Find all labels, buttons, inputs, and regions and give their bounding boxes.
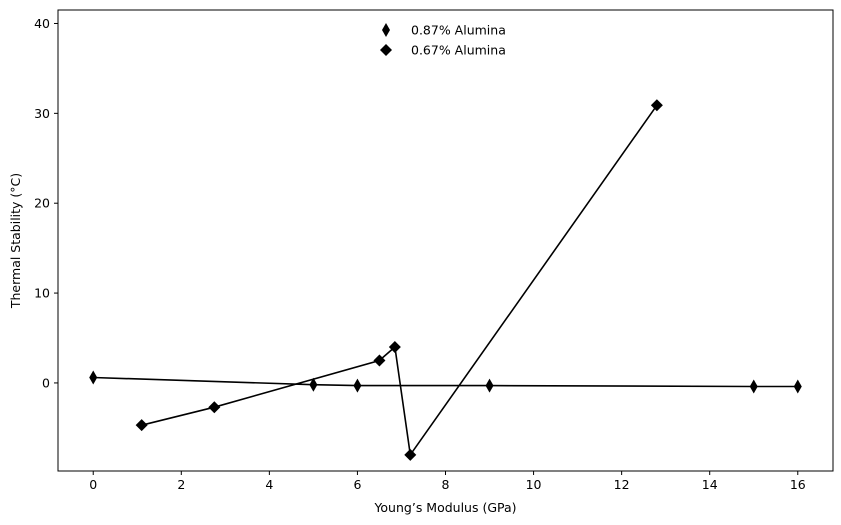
data-point	[89, 370, 98, 385]
data-point	[485, 378, 494, 393]
legend-marker	[380, 44, 392, 56]
plot-area	[57, 9, 834, 472]
x-tick-label: 8	[442, 477, 450, 492]
y-tick-label: 0	[42, 375, 50, 390]
series-line	[141, 104, 658, 457]
series-1	[89, 370, 802, 394]
legend-label: 0.87% Alumina	[411, 23, 506, 38]
legend-marker	[382, 23, 390, 37]
y-tick-label: 30	[34, 106, 50, 121]
x-tick-label: 0	[89, 477, 97, 492]
y-tick-label: 40	[34, 16, 50, 31]
y-axis-title: Thermal Stability (°C)	[8, 173, 23, 309]
x-tick-label: 4	[265, 477, 273, 492]
data-point	[373, 354, 386, 367]
series-2	[135, 99, 663, 461]
x-tick-label: 6	[353, 477, 361, 492]
x-tick-label: 2	[177, 477, 185, 492]
y-tick-label: 10	[34, 286, 50, 301]
data-point	[749, 379, 758, 394]
y-axis: 0 10 20 30 40	[34, 16, 58, 390]
x-tick-label: 14	[702, 477, 718, 492]
data-point	[309, 377, 318, 392]
data-point	[650, 99, 663, 112]
x-axis: 0 2 4 6 8 10 12 14 16	[89, 471, 806, 492]
series-line	[93, 376, 798, 388]
data-point	[793, 379, 802, 394]
y-tick-label: 20	[34, 196, 50, 211]
data-point	[404, 448, 417, 461]
data-point	[353, 378, 362, 393]
legend: 0.87% Alumina 0.67% Alumina	[380, 23, 506, 58]
data-point	[135, 419, 148, 432]
series-layer	[89, 99, 802, 461]
legend-label: 0.67% Alumina	[411, 43, 506, 58]
x-tick-label: 16	[790, 477, 806, 492]
data-point	[208, 401, 221, 414]
x-axis-title: Young’s Modulus (GPa)	[373, 500, 516, 515]
x-tick-label: 12	[614, 477, 630, 492]
x-tick-label: 10	[526, 477, 542, 492]
data-point	[388, 340, 401, 353]
